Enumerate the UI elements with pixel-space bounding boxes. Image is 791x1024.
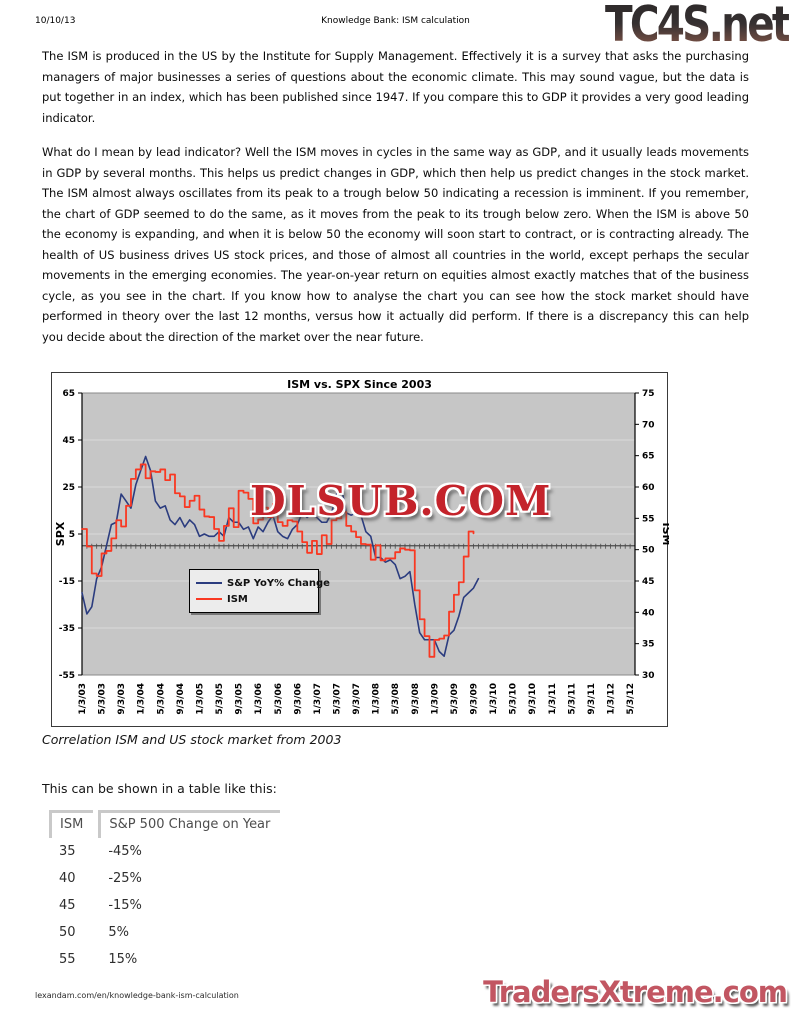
ism-spx-chart: ISM vs. SPX Since 2003 65 45 25 5 -15 -35 -55 7… bbox=[51, 372, 669, 727]
chart-title: ISM vs. SPX Since 2003 bbox=[287, 378, 432, 391]
svg-text:1/3/12: 1/3/12 bbox=[607, 683, 617, 715]
svg-text:1/3/08: 1/3/08 bbox=[372, 683, 382, 715]
svg-text:1/3/06: 1/3/06 bbox=[254, 683, 264, 715]
svg-text:5/3/03: 5/3/03 bbox=[98, 683, 108, 715]
svg-text:9/3/07: 9/3/07 bbox=[352, 683, 362, 715]
legend-label-sp: S&P YoY% Change bbox=[227, 577, 330, 589]
cell-ism: 55 bbox=[59, 952, 76, 967]
svg-text:5/3/07: 5/3/07 bbox=[332, 683, 342, 715]
cell-spx: 5% bbox=[108, 925, 129, 940]
legend-label-ism: ISM bbox=[227, 593, 248, 605]
article-body: The ISM is produced in the US by the Ins… bbox=[42, 32, 749, 347]
chart-caption: Correlation ISM and US stock market from… bbox=[42, 732, 342, 747]
cell-ism: 50 bbox=[59, 925, 76, 940]
cell-ism: 45 bbox=[59, 898, 76, 913]
legend-entry-ism: ISM bbox=[196, 591, 312, 607]
svg-text:65: 65 bbox=[62, 389, 75, 399]
col-header-ism: ISM bbox=[49, 810, 94, 838]
table-row: 55 15% bbox=[49, 946, 280, 973]
ism-spx-chart-svg: 65 45 25 5 -15 -35 -55 75 70 65 60 55 50 45 40 35 30 1/3/… bbox=[54, 389, 669, 715]
svg-text:-55: -55 bbox=[59, 671, 75, 681]
svg-text:9/3/04: 9/3/04 bbox=[176, 683, 186, 715]
svg-text:45: 45 bbox=[642, 577, 655, 587]
ism-spx-table: ISM S&P 500 Change on Year 35 -45% 40 -2… bbox=[44, 810, 285, 973]
svg-text:1/3/03: 1/3/03 bbox=[78, 683, 88, 715]
table-row: 35 -45% bbox=[49, 838, 280, 865]
ism-line-swatch bbox=[196, 598, 222, 600]
svg-text:-15: -15 bbox=[59, 577, 75, 587]
svg-text:50: 50 bbox=[642, 546, 655, 556]
svg-text:SPX: SPX bbox=[54, 521, 67, 546]
dlsub-watermark: DLSUB.COM bbox=[250, 477, 552, 525]
svg-text:9/3/11: 9/3/11 bbox=[587, 683, 597, 715]
svg-text:25: 25 bbox=[62, 483, 75, 493]
svg-text:5/3/11: 5/3/11 bbox=[567, 683, 577, 715]
svg-text:-35: -35 bbox=[59, 624, 75, 634]
svg-text:9/3/06: 9/3/06 bbox=[293, 683, 303, 715]
svg-text:60: 60 bbox=[642, 483, 655, 493]
svg-text:9/3/09: 9/3/09 bbox=[470, 683, 480, 715]
paragraph-lead-indicator: What do I mean by lead indicator? Well t… bbox=[42, 145, 749, 344]
col-header-spx: S&P 500 Change on Year bbox=[98, 810, 281, 838]
paragraph-ism-intro: The ISM is produced in the US by the Ins… bbox=[42, 49, 749, 125]
table-row: 50 5% bbox=[49, 919, 280, 946]
svg-text:45: 45 bbox=[62, 436, 75, 446]
table-row: 40 -25% bbox=[49, 865, 280, 892]
svg-text:5/3/04: 5/3/04 bbox=[156, 683, 166, 715]
svg-text:55: 55 bbox=[642, 514, 655, 524]
svg-text:1/3/11: 1/3/11 bbox=[548, 683, 558, 715]
svg-text:5/3/06: 5/3/06 bbox=[274, 683, 284, 715]
svg-text:1/3/10: 1/3/10 bbox=[489, 683, 499, 715]
svg-text:9/3/10: 9/3/10 bbox=[528, 683, 538, 715]
svg-text:5/3/12: 5/3/12 bbox=[626, 683, 636, 715]
svg-text:1/3/09: 1/3/09 bbox=[430, 683, 440, 715]
cell-ism: 35 bbox=[59, 844, 76, 859]
page-title: Knowledge Bank: ISM calculation bbox=[321, 16, 470, 26]
svg-text:30: 30 bbox=[642, 671, 655, 681]
table-intro-text: This can be shown in a table like this: bbox=[42, 781, 277, 796]
svg-text:5/3/08: 5/3/08 bbox=[391, 683, 401, 715]
svg-text:9/3/03: 9/3/03 bbox=[117, 683, 127, 715]
svg-text:5/3/05: 5/3/05 bbox=[215, 683, 225, 715]
chart-legend: S&P YoY% Change ISM bbox=[189, 569, 330, 613]
tradersxtreme-logo: TradersXtreme.com bbox=[483, 975, 788, 1009]
svg-text:9/3/05: 9/3/05 bbox=[235, 683, 245, 715]
legend-entry-sp-yoy: S&P YoY% Change bbox=[196, 575, 330, 591]
svg-text:ISM: ISM bbox=[660, 523, 669, 546]
svg-text:1/3/05: 1/3/05 bbox=[195, 683, 205, 715]
table-row: 45 -15% bbox=[49, 892, 280, 919]
table-header-row: ISM S&P 500 Change on Year bbox=[49, 810, 281, 838]
svg-text:65: 65 bbox=[642, 452, 655, 462]
svg-text:75: 75 bbox=[642, 389, 655, 399]
svg-text:1/3/04: 1/3/04 bbox=[137, 683, 147, 715]
cell-spx: -45% bbox=[108, 844, 142, 859]
svg-text:35: 35 bbox=[642, 640, 655, 650]
svg-text:5: 5 bbox=[69, 530, 75, 540]
source-url: lexandam.com/en/knowledge-bank-ism-calcu… bbox=[35, 991, 239, 1000]
cell-spx: 15% bbox=[108, 952, 138, 967]
svg-text:1/3/07: 1/3/07 bbox=[313, 683, 323, 715]
svg-text:40: 40 bbox=[642, 608, 655, 618]
cell-spx: -25% bbox=[108, 871, 142, 886]
svg-text:70: 70 bbox=[642, 420, 655, 430]
print-date: 10/10/13 bbox=[35, 16, 76, 26]
sp-line-swatch bbox=[196, 582, 222, 584]
tc4s-logo: TC4S.net bbox=[605, 0, 791, 53]
svg-text:5/3/09: 5/3/09 bbox=[450, 683, 460, 715]
cell-spx: -15% bbox=[108, 898, 142, 913]
svg-text:5/3/10: 5/3/10 bbox=[509, 683, 519, 715]
svg-text:9/3/08: 9/3/08 bbox=[411, 683, 421, 715]
cell-ism: 40 bbox=[59, 871, 76, 886]
